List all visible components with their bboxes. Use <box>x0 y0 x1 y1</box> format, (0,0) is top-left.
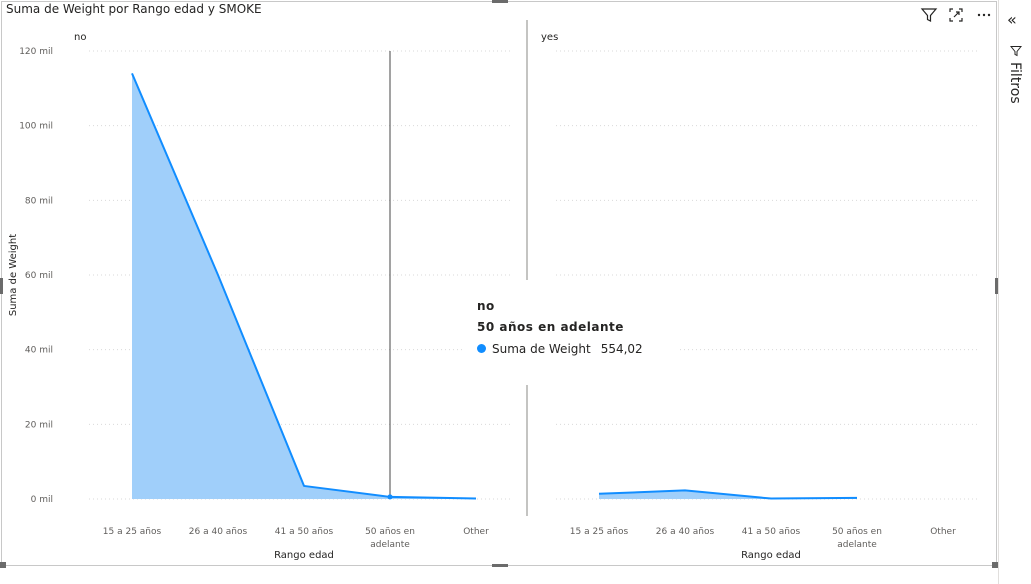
tooltip-smoke-value: no <box>477 299 495 313</box>
resize-handle-right[interactable] <box>995 278 998 294</box>
filters-pane[interactable]: « Filtros <box>998 0 1031 584</box>
y-tick-label: 0 mil <box>31 495 53 505</box>
series-area-no <box>132 73 476 500</box>
x-tick-label: adelante <box>837 540 877 550</box>
chart-title: Suma de Weight por Rango edad y SMOKE <box>6 2 262 16</box>
x-tick-label: 26 a 40 años <box>656 527 715 537</box>
filter-pane-icon <box>1009 42 1023 57</box>
series-line-no <box>131 73 477 500</box>
x-tick-label: 41 a 50 años <box>275 527 334 537</box>
resize-handle-corner-bottom-right[interactable] <box>992 562 998 568</box>
hover-point <box>387 494 393 500</box>
x-axis-title: Rango edad <box>741 550 801 561</box>
area-chart: 0 mil 20 mil 40 mil 60 mil 80 mil 100 mil 120 … <box>8 20 980 561</box>
resize-handle-top[interactable] <box>492 0 508 3</box>
x-tick-label: 41 a 50 años <box>742 527 801 537</box>
y-tick-label: 80 mil <box>25 196 53 206</box>
x-tick-label: 15 a 25 años <box>103 527 162 537</box>
visual-container[interactable] <box>0 0 998 568</box>
y-tick-label: 20 mil <box>25 420 53 430</box>
x-tick-label: Other <box>463 527 489 537</box>
x-tick-label: 50 años en <box>832 527 882 537</box>
filter-icon[interactable] <box>920 6 938 24</box>
x-axis-title: Rango edad <box>274 550 334 561</box>
resize-handle-corner-bottom-left[interactable] <box>0 562 6 568</box>
tooltip-series-label: Suma de Weight <box>492 342 591 356</box>
x-tick-label: 15 a 25 años <box>570 527 629 537</box>
series-color-dot <box>477 344 486 353</box>
panel-label-yes: yes <box>541 32 558 43</box>
panel-label-no: no <box>74 32 86 43</box>
tooltip: no 50 años en adelante Suma de Weight 554… <box>465 280 680 385</box>
tooltip-category: 50 años en adelante <box>477 320 624 334</box>
tooltip-row: Suma de Weight 554,02 <box>477 342 643 356</box>
y-tick-label: 100 mil <box>19 122 53 132</box>
filters-pane-label[interactable]: Filtros <box>1007 62 1023 104</box>
y-tick-label: 60 mil <box>25 271 53 281</box>
y-tick-label: 40 mil <box>25 346 53 356</box>
resize-handle-left[interactable] <box>0 278 3 294</box>
resize-handle-bottom[interactable] <box>492 564 508 567</box>
x-tick-label: adelante <box>370 540 410 550</box>
more-options-icon[interactable] <box>975 6 993 24</box>
tooltip-value: 554,02 <box>600 342 643 356</box>
collapse-chevron-icon[interactable]: « <box>1007 10 1017 29</box>
y-tick-label: 120 mil <box>19 47 53 57</box>
series-line-yes <box>598 489 858 500</box>
y-axis-title: Suma de Weight <box>8 234 19 316</box>
x-tick-label: 26 a 40 años <box>189 527 248 537</box>
x-tick-label: Other <box>930 527 956 537</box>
focus-mode-icon[interactable] <box>947 6 965 24</box>
x-tick-label: 50 años en <box>365 527 415 537</box>
